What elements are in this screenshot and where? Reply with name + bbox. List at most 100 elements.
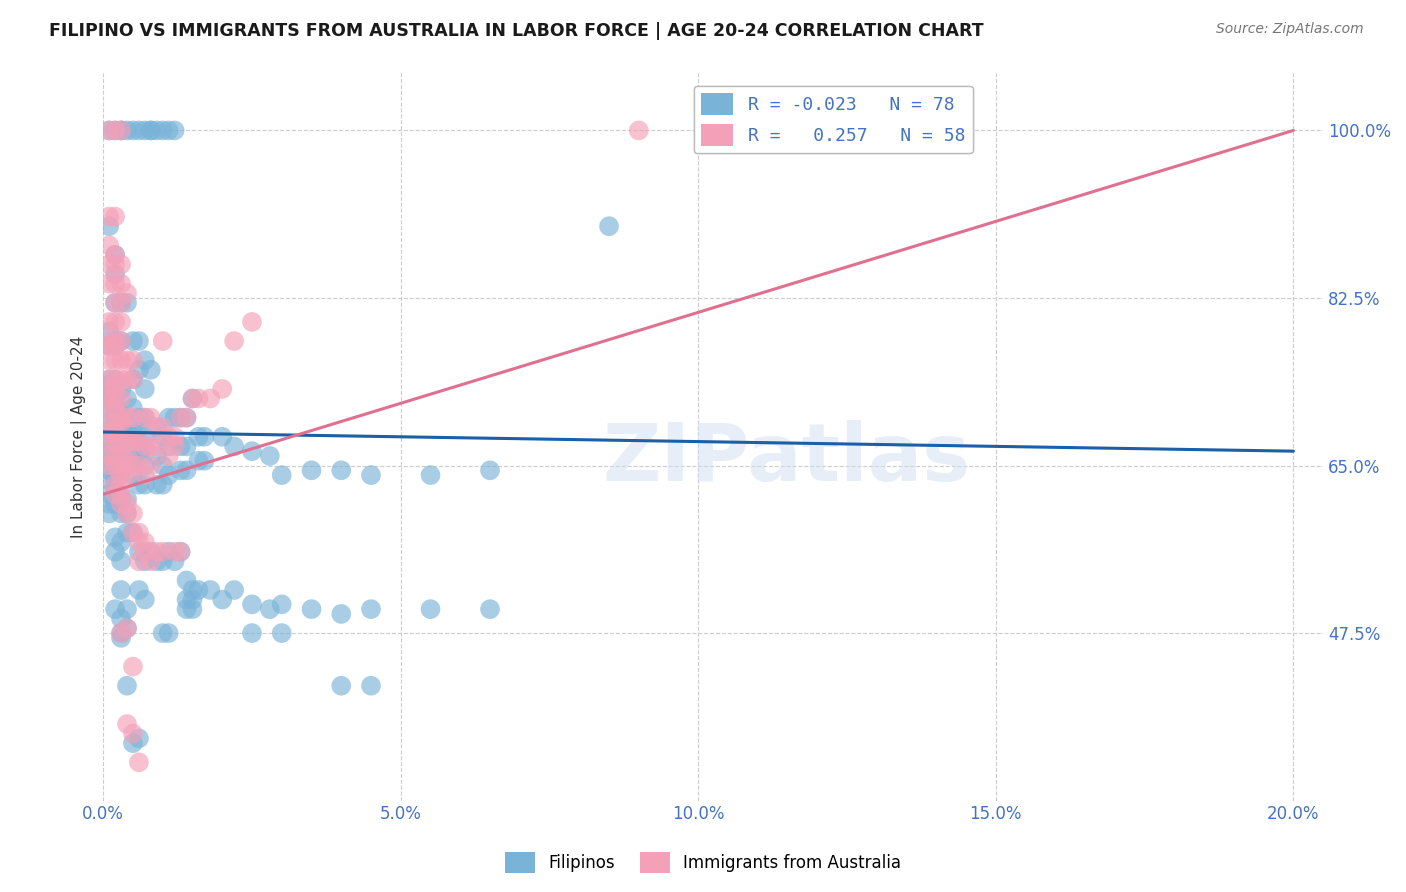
Point xyxy=(122,434,145,449)
Point xyxy=(169,410,191,425)
Point xyxy=(128,434,150,449)
Point xyxy=(163,410,186,425)
Point xyxy=(224,334,246,348)
Point xyxy=(110,410,132,425)
Point xyxy=(122,525,145,540)
Point xyxy=(122,430,145,444)
Point xyxy=(240,626,263,640)
Point xyxy=(128,544,150,558)
Point xyxy=(104,277,127,291)
Point xyxy=(270,468,292,483)
Point xyxy=(104,257,127,271)
Point xyxy=(146,544,169,558)
Point xyxy=(128,363,150,377)
Text: FILIPINO VS IMMIGRANTS FROM AUSTRALIA IN LABOR FORCE | AGE 20-24 CORRELATION CHA: FILIPINO VS IMMIGRANTS FROM AUSTRALIA IN… xyxy=(49,22,984,40)
Point xyxy=(139,123,162,137)
Point xyxy=(104,382,127,396)
Point xyxy=(122,449,145,463)
Point xyxy=(122,372,145,386)
Point xyxy=(110,626,132,640)
Point xyxy=(98,425,121,439)
Point xyxy=(193,454,215,468)
Point xyxy=(122,458,145,473)
Point xyxy=(163,439,186,453)
Point xyxy=(169,410,191,425)
Point xyxy=(104,334,127,348)
Point xyxy=(152,554,174,568)
Point xyxy=(157,626,180,640)
Point xyxy=(152,458,174,473)
Point xyxy=(98,507,121,521)
Point xyxy=(152,334,174,348)
Point xyxy=(115,425,138,439)
Point xyxy=(122,401,145,415)
Point xyxy=(98,315,121,329)
Point xyxy=(122,726,145,740)
Point xyxy=(104,444,127,458)
Point xyxy=(110,123,132,137)
Point xyxy=(98,463,121,477)
Point xyxy=(98,458,121,473)
Point xyxy=(163,123,186,137)
Point xyxy=(110,497,132,511)
Point xyxy=(139,554,162,568)
Point xyxy=(360,468,382,483)
Point xyxy=(110,449,132,463)
Point xyxy=(104,353,127,368)
Point xyxy=(122,525,145,540)
Point xyxy=(110,477,132,491)
Point xyxy=(98,416,121,430)
Point xyxy=(104,295,127,310)
Point xyxy=(122,468,145,483)
Point xyxy=(104,392,127,406)
Point xyxy=(104,416,127,430)
Point xyxy=(128,756,150,770)
Point xyxy=(330,463,353,477)
Point xyxy=(98,449,121,463)
Point xyxy=(176,410,198,425)
Point xyxy=(104,425,127,439)
Point xyxy=(139,410,162,425)
Point xyxy=(104,458,127,473)
Point xyxy=(134,439,156,453)
Point xyxy=(115,679,138,693)
Point xyxy=(110,295,132,310)
Point xyxy=(134,382,156,396)
Point xyxy=(627,123,650,137)
Point xyxy=(110,458,132,473)
Point xyxy=(110,612,132,626)
Point xyxy=(330,607,353,621)
Point xyxy=(98,434,121,449)
Point xyxy=(115,449,138,463)
Point xyxy=(181,392,204,406)
Point xyxy=(134,535,156,549)
Point xyxy=(146,439,169,453)
Point xyxy=(128,477,150,491)
Point xyxy=(115,458,138,473)
Point xyxy=(98,372,121,386)
Point xyxy=(146,449,169,463)
Point xyxy=(134,410,156,425)
Point xyxy=(98,401,121,415)
Point xyxy=(104,372,127,386)
Point xyxy=(98,334,121,348)
Point xyxy=(98,416,121,430)
Point xyxy=(139,123,162,137)
Point xyxy=(146,554,169,568)
Point xyxy=(104,248,127,262)
Point xyxy=(169,544,191,558)
Point xyxy=(139,544,162,558)
Point xyxy=(128,554,150,568)
Point xyxy=(128,525,150,540)
Point xyxy=(200,392,222,406)
Point xyxy=(98,392,121,406)
Point xyxy=(146,477,169,491)
Point xyxy=(115,468,138,483)
Point xyxy=(104,334,127,348)
Point xyxy=(110,487,132,501)
Point xyxy=(110,257,132,271)
Point xyxy=(240,598,263,612)
Point xyxy=(104,295,127,310)
Point xyxy=(122,372,145,386)
Point xyxy=(104,339,127,353)
